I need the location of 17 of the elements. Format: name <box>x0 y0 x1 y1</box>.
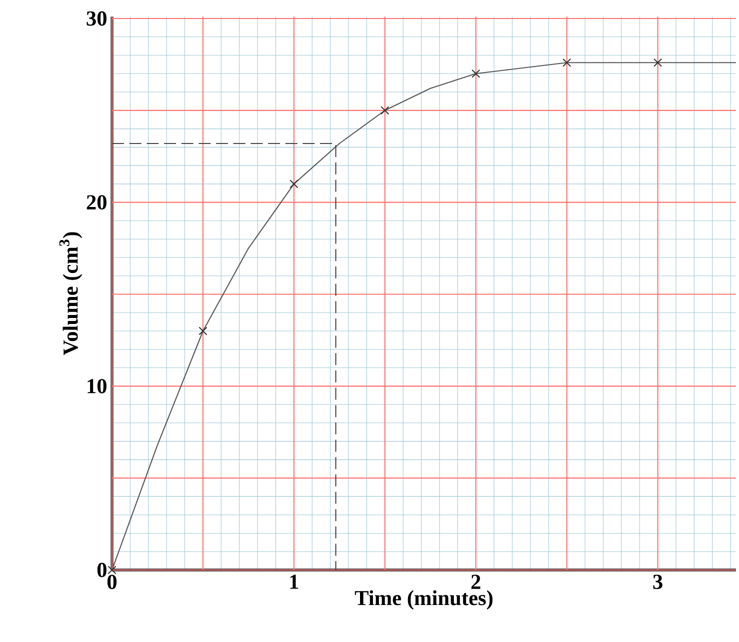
point <box>472 69 480 78</box>
y-tick-label: 0 <box>97 562 106 578</box>
y-tick-label: 20 <box>86 195 106 210</box>
point <box>562 58 572 67</box>
y-axis-title: Volume (cm$^{3}$) <box>59 232 82 356</box>
point <box>653 58 662 67</box>
point <box>290 180 298 188</box>
point <box>380 106 390 115</box>
x-tick-label: 3 <box>653 574 662 590</box>
x-tick-label: 0 <box>107 574 117 590</box>
x-tick-label: 2 <box>471 574 480 589</box>
point <box>198 326 208 336</box>
y-tick-label: 10 <box>88 378 106 394</box>
point <box>108 566 116 574</box>
x-tick-label: 1 <box>290 574 298 589</box>
y-tick-label: 30 <box>86 11 106 26</box>
x-axis-title: Time (minutes) <box>354 590 492 610</box>
